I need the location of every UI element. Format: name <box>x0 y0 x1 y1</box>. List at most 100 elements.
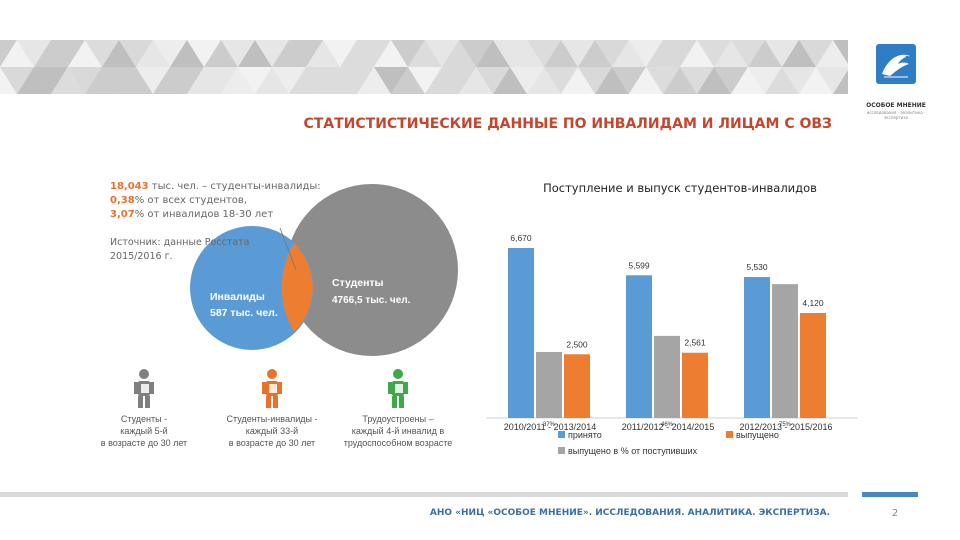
data-label: 2,561 <box>684 338 706 348</box>
percent-label: 37% <box>543 422 556 428</box>
banner-triangle <box>119 40 153 67</box>
bar-выпущено-в-%-от-поступивших <box>772 284 798 418</box>
banner-triangle <box>136 40 170 67</box>
banner-triangle <box>187 40 221 67</box>
banner-triangle <box>255 40 289 67</box>
data-label: 5,530 <box>746 262 768 272</box>
banner-triangle <box>748 40 782 67</box>
banner-triangle <box>391 40 425 67</box>
banner-triangle <box>374 67 408 94</box>
banner-triangle <box>510 67 544 94</box>
banner-triangle <box>476 67 510 94</box>
legend-label: выпущено <box>736 430 779 440</box>
students-count: 4766,5 тыс. чел. <box>332 295 411 306</box>
banner-triangle <box>340 40 374 67</box>
banner-triangle <box>272 67 306 94</box>
banner-triangle <box>748 67 782 94</box>
figure-caption: каждый 5-й <box>120 426 167 436</box>
bar-выпущено <box>564 354 590 418</box>
figure-caption: трудоспособном возрасте <box>344 438 453 448</box>
percent-label: 75% <box>779 422 792 428</box>
figure-icons: Студенты - каждый 5-й в возрасте до 30 лет… <box>101 369 452 448</box>
figure-caption: Студенты-инвалиды - <box>227 414 318 424</box>
disabled-circle <box>190 226 314 350</box>
banner-triangle <box>221 40 255 67</box>
banner-triangle <box>170 67 204 94</box>
triangle-pattern <box>0 40 848 94</box>
banner-triangle <box>646 67 680 94</box>
person-icon <box>134 369 154 408</box>
banner-triangle <box>85 40 119 67</box>
banner-triangle <box>85 67 119 94</box>
banner-triangle <box>238 40 272 67</box>
bar-выпущено <box>800 312 826 418</box>
banner-triangle <box>204 40 238 67</box>
header-banner <box>0 40 848 94</box>
students-circle <box>286 184 458 356</box>
bird-logo-icon <box>876 44 916 84</box>
stat-line-2: 0,38% от всех студентов, <box>110 195 247 206</box>
banner-triangle <box>289 40 323 67</box>
disabled-label: Инвалиды <box>210 291 265 303</box>
venn-infographic: Инвалиды 587 тыс. чел. Студенты 4766,5 т… <box>100 170 480 460</box>
bar-принято <box>626 275 652 418</box>
banner-triangle <box>357 40 391 67</box>
banner-triangle <box>442 67 476 94</box>
banner-triangle <box>527 67 561 94</box>
banner-triangle <box>765 40 799 67</box>
figure-caption: Трудоустроены – <box>362 414 433 424</box>
bar-chart: 6,670 37% 2,500 2010/2011 - 2013/2014 5,599 4… <box>486 200 860 470</box>
banner-triangle <box>493 67 527 94</box>
banner-triangle <box>561 67 595 94</box>
banner-triangle <box>799 40 833 67</box>
chart-canvas: 6,670 37% 2,500 2010/2011 - 2013/2014 5,599 4… <box>486 233 858 456</box>
banner-triangle <box>323 67 357 94</box>
banner-triangle <box>765 67 799 94</box>
banner-triangle <box>782 40 816 67</box>
banner-triangle <box>459 40 493 67</box>
banner-triangle <box>340 67 374 94</box>
banner-triangle <box>799 67 833 94</box>
footer-accent <box>862 492 918 497</box>
banner-triangle <box>561 40 595 67</box>
banner-triangle <box>425 40 459 67</box>
banner-triangle <box>323 40 357 67</box>
chart-title: Поступление и выпуск студентов-инвалидов <box>543 181 817 195</box>
banner-triangle <box>306 40 340 67</box>
data-label: 6,670 <box>510 233 532 243</box>
banner-triangle <box>510 40 544 67</box>
banner-triangle <box>306 67 340 94</box>
banner-triangle <box>68 40 102 67</box>
banner-triangle <box>221 67 255 94</box>
category-label: 2010/2011 - 2013/2014 <box>504 422 596 432</box>
banner-triangle <box>476 40 510 67</box>
banner-triangle <box>493 40 527 67</box>
footer-divider <box>0 492 848 497</box>
source-note: Источник: данные Росстата 2015/2016 г. <box>110 237 250 262</box>
data-label: 2,500 <box>566 339 588 349</box>
banner-triangle <box>595 67 629 94</box>
banner-triangle <box>153 40 187 67</box>
banner-triangle <box>187 67 221 94</box>
banner-triangle <box>714 40 748 67</box>
banner-triangle <box>646 40 680 67</box>
banner-triangle <box>0 67 34 94</box>
banner-triangle <box>255 67 289 94</box>
banner-triangle <box>527 40 561 67</box>
figure-caption: каждый 33-й <box>246 426 298 436</box>
stat-line-3: 3,07% от инвалидов 18-30 лет <box>110 209 274 220</box>
bar-выпущено-в-%-от-поступивших <box>536 351 562 418</box>
banner-triangle <box>697 40 731 67</box>
banner-triangle <box>51 40 85 67</box>
banner-triangle <box>731 67 765 94</box>
banner-triangle <box>782 67 816 94</box>
bar-выпущено <box>682 352 708 418</box>
students-label: Студенты <box>332 277 384 289</box>
logo-tagline: исследования · аналитика · экспертиза <box>866 110 926 120</box>
percent-label: 46% <box>661 422 674 428</box>
logo-name: ОСОБОЕ МНЕНИЕ <box>866 102 926 109</box>
banner-triangle <box>34 67 68 94</box>
logo: ОСОБОЕ МНЕНИЕ исследования · аналитика ·… <box>862 44 930 120</box>
banner-triangle <box>714 67 748 94</box>
banner-triangle <box>17 67 51 94</box>
